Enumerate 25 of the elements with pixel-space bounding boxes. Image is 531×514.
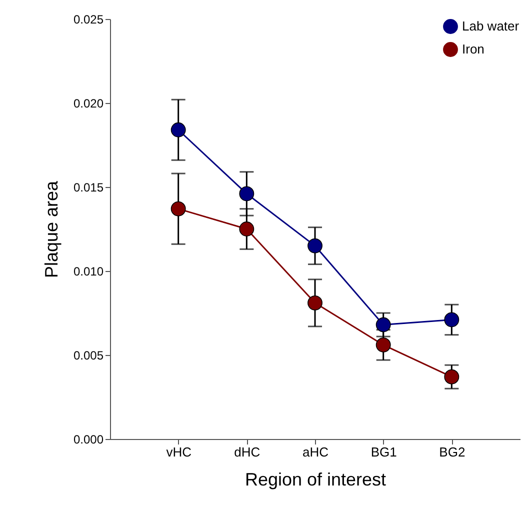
point xyxy=(444,369,460,384)
point xyxy=(239,222,254,236)
x-tick-label: BG1 xyxy=(370,444,397,460)
y-axis-title: Plaque area xyxy=(41,180,62,278)
point xyxy=(170,201,186,216)
point xyxy=(308,295,322,310)
y-tick-label: 0.020 xyxy=(73,96,104,110)
point xyxy=(239,186,254,202)
point xyxy=(170,122,186,138)
point xyxy=(308,238,322,254)
legend-label: Lab water xyxy=(462,18,520,34)
point xyxy=(376,337,391,352)
y-tick-label: 0.010 xyxy=(73,264,104,278)
y-tick-label: 0.025 xyxy=(73,12,104,26)
x-tick-label: dHC xyxy=(234,444,260,460)
legend-label: Iron xyxy=(462,42,484,56)
x-tick-label: vHC xyxy=(166,444,192,460)
point xyxy=(444,312,460,328)
point xyxy=(376,317,391,332)
y-tick-label: 0.005 xyxy=(73,348,104,362)
x-tick-label: aHC xyxy=(302,444,329,460)
x-tick-label: BG2 xyxy=(439,444,466,460)
x-axis-title: Region of interest xyxy=(244,470,386,490)
y-tick-label: 0.015 xyxy=(73,180,104,194)
y-tick-label: 0.000 xyxy=(73,432,104,446)
